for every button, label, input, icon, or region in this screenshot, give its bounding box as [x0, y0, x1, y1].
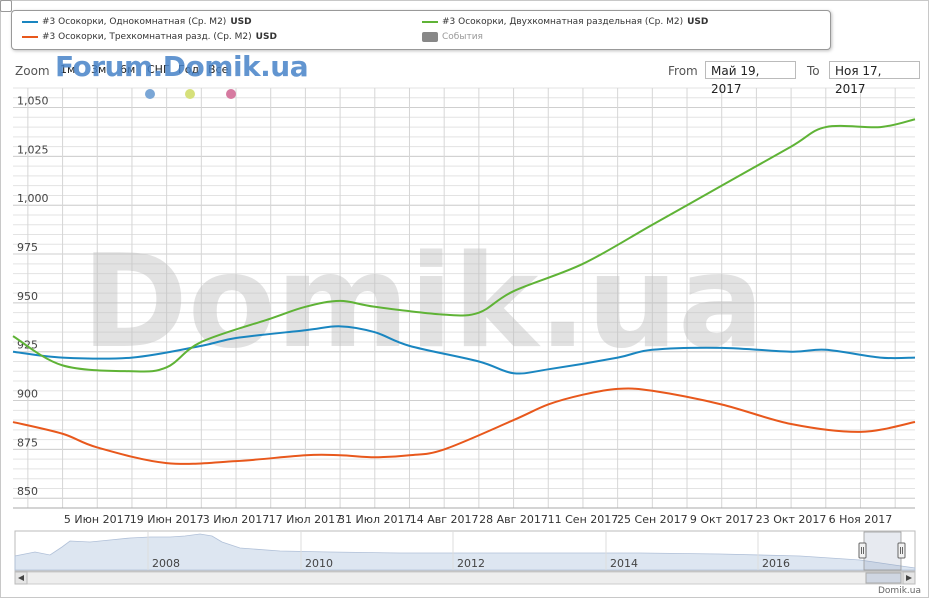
navigator-year-label: 2010 — [305, 557, 333, 570]
scroll-thumb[interactable] — [865, 572, 902, 584]
legend-unit-3room: USD — [255, 32, 277, 42]
legend-swatch-1room — [22, 21, 38, 23]
event-dot — [226, 89, 236, 99]
zoom-button-year[interactable]: Год — [178, 63, 200, 76]
range-to-input[interactable]: Ноя 17, 2017 — [829, 61, 920, 96]
legend-item-2room[interactable]: #3 Осокорки, Двухкомнатная раздельная (С… — [422, 17, 708, 27]
navigator-background — [14, 530, 916, 572]
y-tick-label: 850 — [17, 485, 38, 498]
x-tick-label: 31 Июл 2017 — [338, 513, 412, 526]
x-tick-label: 5 Июн 2017 — [64, 513, 131, 526]
range-from-input[interactable]: Май 19, 2017 — [705, 61, 796, 96]
y-tick-label: 1,050 — [17, 95, 49, 108]
y-tick-label: 975 — [17, 241, 38, 254]
y-tick-label: 950 — [17, 290, 38, 303]
range-from-label: From — [668, 64, 698, 78]
legend-label-3room: #3 Осокорки, Трехкомнатная разд. (Ср. M2… — [42, 32, 252, 42]
series-lines — [12, 118, 916, 465]
legend-unit-2room: USD — [687, 17, 709, 27]
x-tick-label: 14 Авг 2017 — [410, 513, 479, 526]
x-tick-label: 11 Сен 2017 — [548, 513, 619, 526]
chart-menu-button[interactable] — [0, 0, 12, 12]
zoom-button-3m[interactable]: 3м — [91, 63, 107, 76]
navigator[interactable]: 2008 2010 2012 2014 2016 — [14, 530, 916, 585]
legend-item-events[interactable]: События — [422, 32, 483, 42]
event-markers — [145, 89, 236, 99]
navigator-year-label: 2008 — [152, 557, 180, 570]
zoom-button-ytd[interactable]: СНГ — [147, 63, 170, 76]
x-tick-label: 23 Окт 2017 — [756, 513, 827, 526]
navigator-handle-right[interactable] — [897, 542, 906, 559]
event-dot — [185, 89, 195, 99]
zoom-button-6m[interactable]: 6м — [120, 63, 136, 76]
series-line-3room — [12, 387, 916, 465]
scrollbar[interactable] — [14, 571, 916, 585]
scroll-right-arrow-icon — [906, 575, 912, 581]
legend-swatch-2room — [422, 21, 438, 23]
x-tick-label: 3 Июл 2017 — [203, 513, 270, 526]
legend-label-1room: #3 Осокорки, Однокомнатная (Ср. M2) — [42, 17, 227, 27]
range-to-label: To — [807, 64, 820, 78]
copyright[interactable]: Domik.ua — [878, 586, 921, 596]
x-tick-label: 6 Ноя 2017 — [829, 513, 893, 526]
zoom-button-all[interactable]: Все — [208, 63, 229, 76]
zoom-button-1m[interactable]: 1м — [60, 63, 76, 76]
legend-swatch-events — [422, 32, 438, 42]
navigator-year-labels: 2008 2010 2012 2014 2016 — [147, 532, 790, 570]
x-tick-label: 25 Сен 2017 — [617, 513, 688, 526]
zoom-label: Zoom — [15, 64, 50, 78]
y-tick-label: 875 — [17, 436, 38, 449]
navigator-handle-left[interactable] — [858, 542, 867, 559]
navigator-selection[interactable] — [863, 531, 902, 571]
scroll-left-arrow-icon — [18, 575, 24, 581]
event-dot — [145, 89, 155, 99]
series-line-1room — [12, 325, 916, 375]
legend-label-events: События — [442, 32, 483, 42]
legend-item-1room[interactable]: #3 Осокорки, Однокомнатная (Ср. M2) USD — [22, 17, 252, 27]
x-tick-label: 19 Июн 2017 — [130, 513, 204, 526]
legend-item-3room[interactable]: #3 Осокорки, Трехкомнатная разд. (Ср. M2… — [22, 32, 277, 42]
legend-label-2room: #3 Осокорки, Двухкомнатная раздельная (С… — [442, 17, 684, 27]
x-axis-labels: 5 Июн 2017 19 Июн 2017 3 Июл 2017 17 Июл 20… — [64, 513, 892, 526]
navigator-year-label: 2016 — [762, 557, 790, 570]
legend-unit-1room: USD — [230, 17, 252, 27]
x-tick-label: 17 Июл 2017 — [269, 513, 343, 526]
x-tick-label: 28 Авг 2017 — [479, 513, 548, 526]
y-tick-label: 1,025 — [17, 143, 49, 156]
y-tick-label: 900 — [17, 388, 38, 401]
navigator-year-label: 2014 — [610, 557, 638, 570]
grid — [13, 87, 915, 509]
big-watermark: Domik.ua — [82, 228, 765, 377]
x-tick-label: 9 Окт 2017 — [690, 513, 754, 526]
y-tick-label: 1,000 — [17, 192, 49, 205]
forum-watermark: Forum.Domik.ua — [55, 50, 309, 83]
series-line-2room — [12, 118, 916, 373]
navigator-year-label: 2012 — [457, 557, 485, 570]
legend: #3 Осокорки, Однокомнатная (Ср. M2) USD … — [11, 10, 831, 50]
legend-swatch-3room — [22, 36, 38, 38]
navigator-area — [14, 533, 916, 571]
